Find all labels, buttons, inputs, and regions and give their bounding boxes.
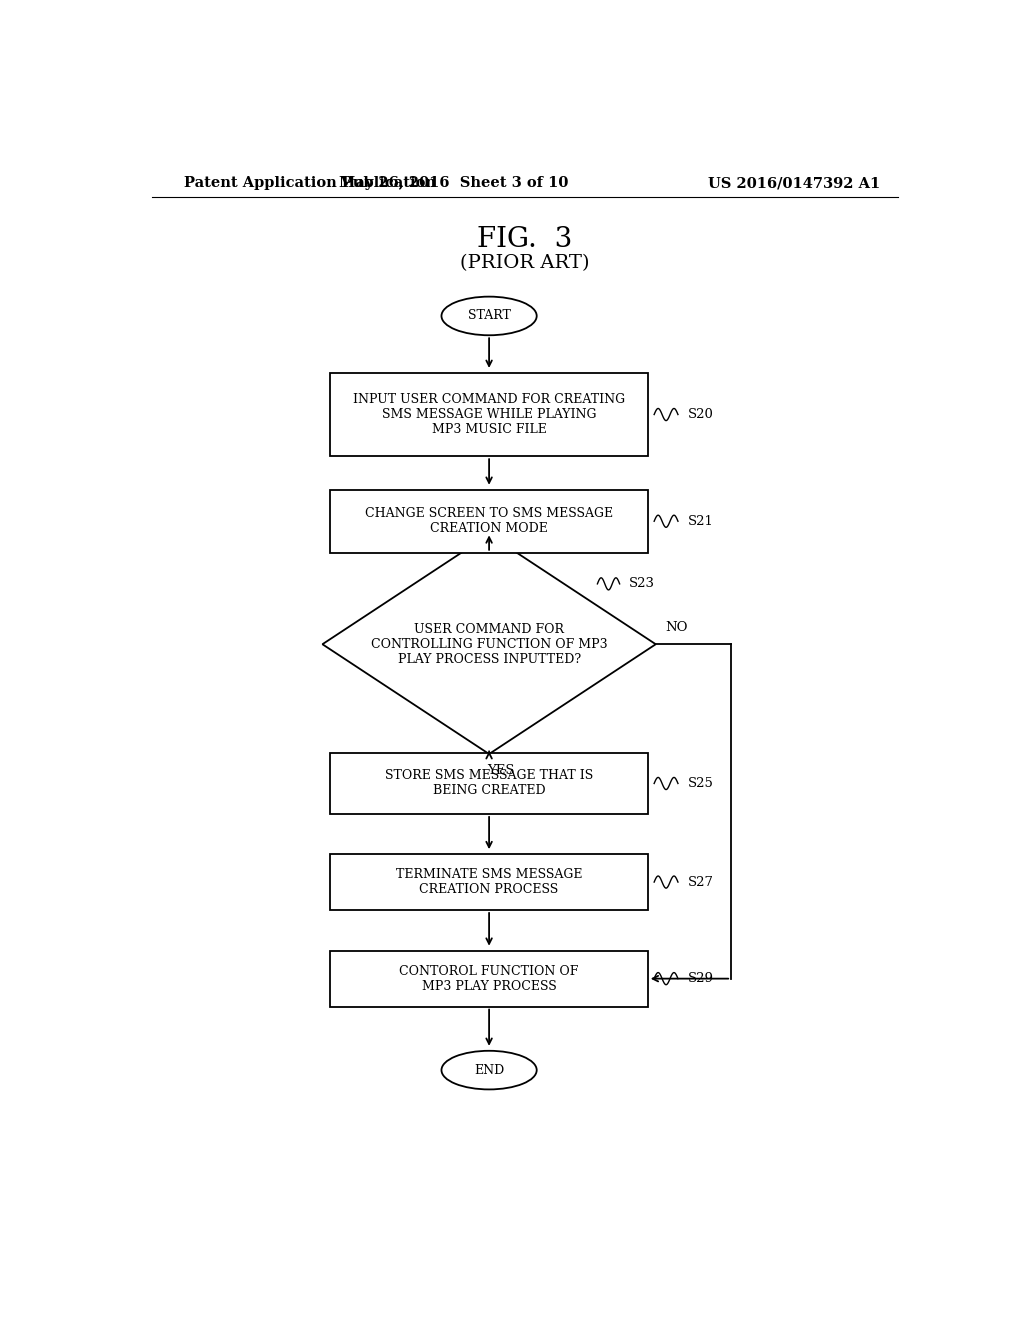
Ellipse shape [441, 297, 537, 335]
Text: (PRIOR ART): (PRIOR ART) [460, 253, 590, 272]
Text: START: START [468, 309, 511, 322]
Text: STORE SMS MESSAGE THAT IS
BEING CREATED: STORE SMS MESSAGE THAT IS BEING CREATED [385, 770, 593, 797]
Text: TERMINATE SMS MESSAGE
CREATION PROCESS: TERMINATE SMS MESSAGE CREATION PROCESS [396, 869, 583, 896]
Text: S23: S23 [629, 577, 655, 590]
Text: S29: S29 [687, 972, 714, 985]
Ellipse shape [441, 1051, 537, 1089]
FancyBboxPatch shape [331, 372, 648, 457]
Text: S27: S27 [687, 875, 714, 888]
Text: May 26, 2016  Sheet 3 of 10: May 26, 2016 Sheet 3 of 10 [339, 177, 568, 190]
Text: US 2016/0147392 A1: US 2016/0147392 A1 [709, 177, 881, 190]
FancyBboxPatch shape [331, 490, 648, 553]
Text: CONTOROL FUNCTION OF
MP3 PLAY PROCESS: CONTOROL FUNCTION OF MP3 PLAY PROCESS [399, 965, 579, 993]
FancyBboxPatch shape [331, 854, 648, 909]
Text: S25: S25 [687, 777, 714, 789]
Text: NO: NO [666, 622, 688, 634]
Text: Patent Application Publication: Patent Application Publication [183, 177, 435, 190]
Text: USER COMMAND FOR
CONTROLLING FUNCTION OF MP3
PLAY PROCESS INPUTTED?: USER COMMAND FOR CONTROLLING FUNCTION OF… [371, 623, 607, 665]
Text: S21: S21 [687, 515, 714, 528]
Text: CHANGE SCREEN TO SMS MESSAGE
CREATION MODE: CHANGE SCREEN TO SMS MESSAGE CREATION MO… [365, 507, 613, 535]
Text: YES: YES [487, 764, 515, 777]
FancyBboxPatch shape [331, 950, 648, 1007]
Text: END: END [474, 1064, 504, 1077]
Polygon shape [323, 535, 655, 754]
Text: FIG.  3: FIG. 3 [477, 226, 572, 253]
Text: INPUT USER COMMAND FOR CREATING
SMS MESSAGE WHILE PLAYING
MP3 MUSIC FILE: INPUT USER COMMAND FOR CREATING SMS MESS… [353, 393, 625, 436]
Text: S20: S20 [687, 408, 714, 421]
FancyBboxPatch shape [331, 752, 648, 814]
